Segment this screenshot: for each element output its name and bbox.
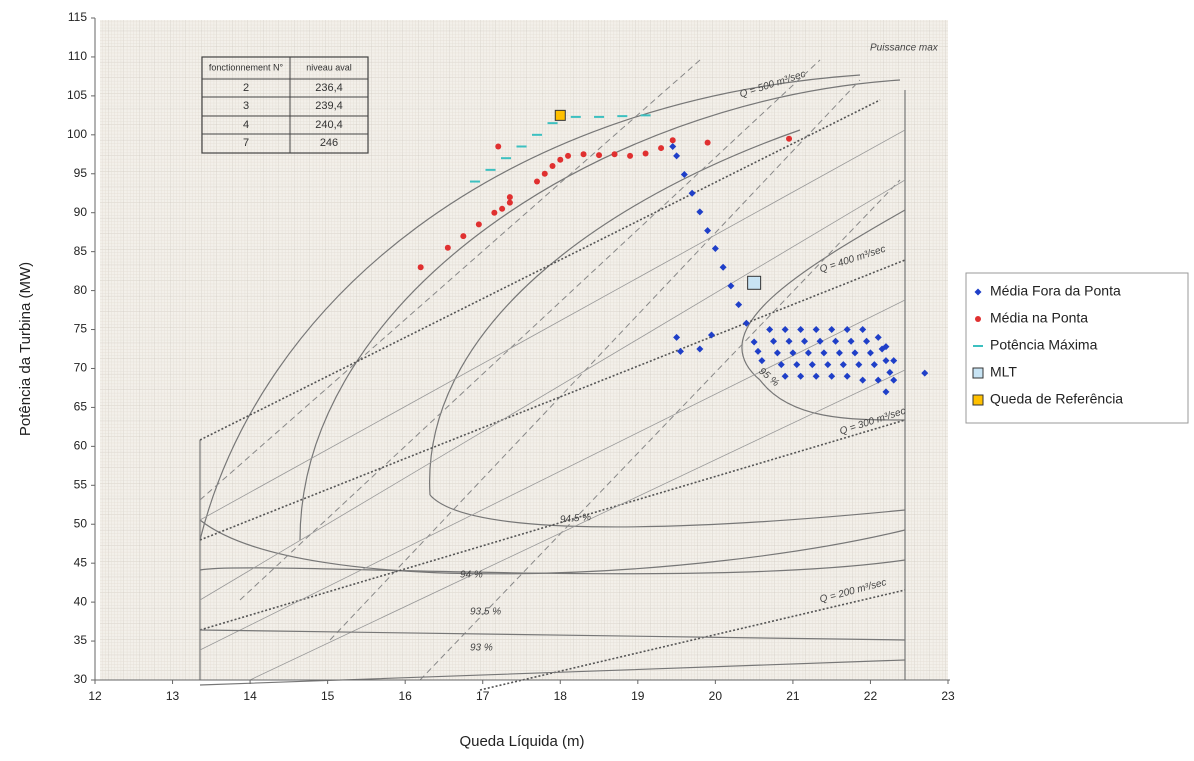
- x-tick-label: 12: [88, 689, 102, 703]
- y-tick-label: 115: [68, 10, 87, 24]
- x-tick-label: 13: [166, 689, 180, 703]
- y-tick-label: 45: [74, 555, 88, 569]
- scan-annotation: 93.5 %: [470, 607, 501, 618]
- x-tick-label: 22: [864, 689, 878, 703]
- y-tick-label: 90: [74, 205, 88, 219]
- y-tick-label: 60: [74, 439, 88, 453]
- table-cell: 4: [243, 119, 249, 131]
- scan-annotation: 94 %: [460, 570, 483, 581]
- legend-label: Média na Ponta: [990, 310, 1088, 326]
- scan-background: [100, 20, 948, 690]
- point: [581, 151, 587, 157]
- point: [476, 221, 482, 227]
- y-tick-label: 95: [74, 166, 88, 180]
- y-axis-label: Potência da Turbina (MW): [17, 262, 34, 436]
- x-tick-label: 16: [399, 689, 413, 703]
- legend-marker: [973, 395, 983, 405]
- point: [507, 200, 513, 206]
- point: [627, 153, 633, 159]
- x-axis-label: Queda Líquida (m): [459, 733, 584, 750]
- point: [542, 171, 548, 177]
- legend-marker: [973, 368, 983, 378]
- y-tick-label: 55: [74, 477, 88, 491]
- point: [491, 210, 497, 216]
- y-tick-label: 70: [74, 361, 88, 375]
- x-tick-label: 17: [476, 689, 490, 703]
- y-tick-label: 105: [67, 88, 87, 102]
- y-tick-label: 110: [68, 49, 87, 63]
- x-tick-label: 21: [786, 689, 800, 703]
- point: [534, 179, 540, 185]
- table-cell: 239,4: [315, 100, 343, 112]
- y-tick-label: 80: [74, 283, 88, 297]
- legend-label: MLT: [990, 364, 1017, 380]
- point: [705, 140, 711, 146]
- chart: Queda Líquida (m) Potência da Turbina (M…: [0, 0, 1194, 756]
- point: [670, 137, 676, 143]
- y-tick-label: 85: [74, 244, 88, 258]
- point: [507, 194, 513, 200]
- table-cell: 3: [243, 100, 249, 112]
- page: Queda Líquida (m) Potência da Turbina (M…: [0, 0, 1194, 761]
- x-tick-label: 23: [941, 689, 955, 703]
- x-tick-label: 14: [243, 689, 257, 703]
- y-tick-label: 75: [74, 322, 88, 336]
- point: [499, 206, 505, 212]
- point: [612, 151, 618, 157]
- y-tick-label: 100: [67, 127, 87, 141]
- table-cell: 2: [243, 82, 249, 94]
- table-cell: 7: [243, 137, 249, 149]
- table-cell: 246: [320, 137, 338, 149]
- point: [445, 245, 451, 251]
- table-header: niveau aval: [306, 62, 352, 72]
- x-tick-label: 18: [554, 689, 568, 703]
- point: [596, 152, 602, 158]
- point: [658, 145, 664, 151]
- point: [418, 264, 424, 270]
- point: [550, 163, 556, 169]
- y-tick-label: 50: [74, 516, 88, 530]
- y-tick-label: 65: [74, 400, 88, 414]
- y-tick-label: 30: [74, 672, 88, 686]
- x-tick-label: 15: [321, 689, 335, 703]
- table-header: fonctionnement N°: [209, 62, 284, 72]
- point: [460, 233, 466, 239]
- point: [565, 153, 571, 159]
- legend-label: Potência Máxima: [990, 337, 1098, 353]
- point: [748, 276, 761, 289]
- point: [557, 157, 563, 163]
- point: [643, 151, 649, 157]
- point: [495, 144, 501, 150]
- legend-label: Média Fora da Ponta: [990, 283, 1121, 299]
- scan-annotation: 93 %: [470, 643, 493, 654]
- x-tick-label: 20: [709, 689, 723, 703]
- table-cell: 236,4: [315, 82, 343, 94]
- scan-annotation: Puissance max: [870, 43, 939, 54]
- table-cell: 240,4: [315, 119, 343, 131]
- point: [555, 110, 565, 120]
- x-tick-label: 19: [631, 689, 645, 703]
- y-tick-label: 35: [74, 633, 88, 647]
- y-tick-label: 40: [74, 594, 88, 608]
- legend-marker: [975, 316, 981, 322]
- legend-label: Queda de Referência: [990, 391, 1123, 407]
- point: [786, 136, 792, 142]
